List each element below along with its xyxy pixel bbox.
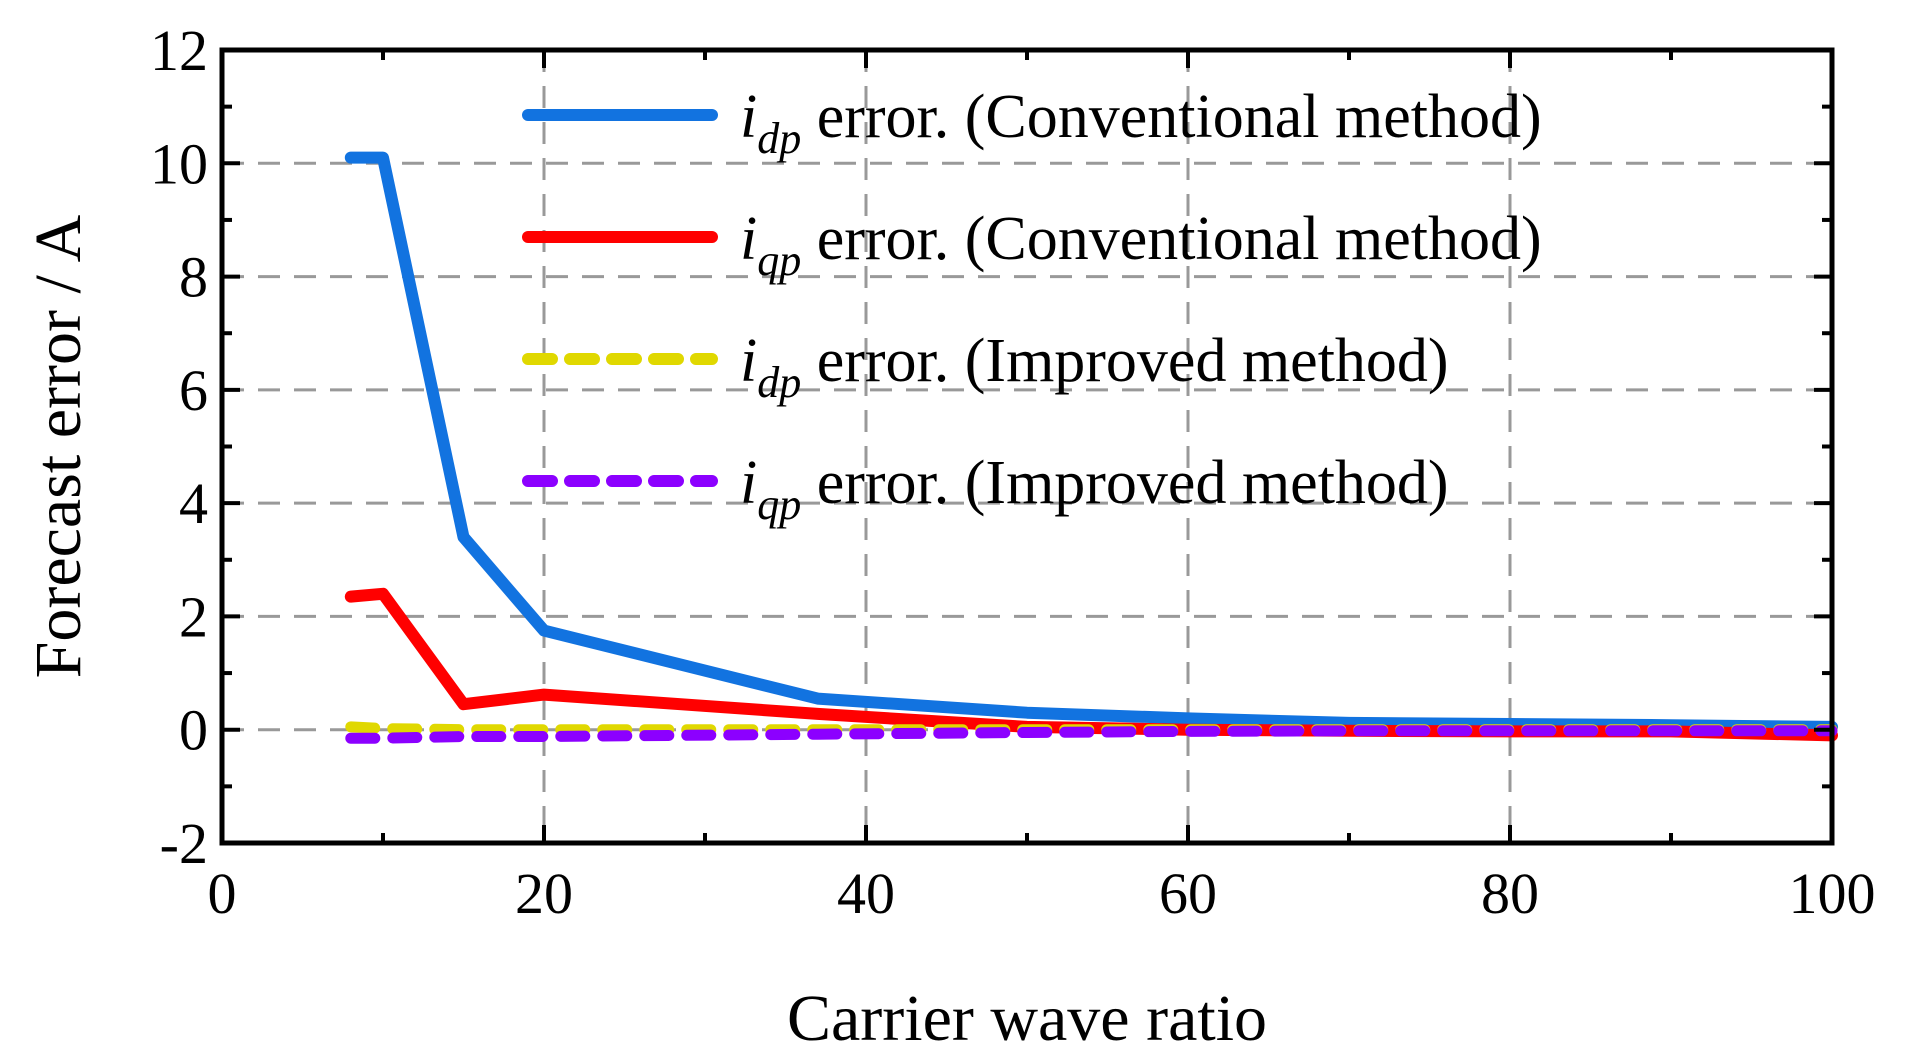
y-tick-label: 0	[179, 698, 208, 763]
legend-label: idp error. (Improved method)	[740, 327, 1449, 407]
series-line	[344, 151, 1838, 733]
x-tick-label: 100	[1789, 861, 1876, 926]
x-tick-label: 60	[1159, 861, 1217, 926]
legend-label: idp error. (Conventional method)	[740, 83, 1542, 163]
y-tick-label: 12	[150, 18, 208, 83]
y-tick-label: 8	[179, 245, 208, 310]
legend-label: iqp error. (Improved method)	[740, 449, 1449, 529]
y-tick-label: 4	[179, 471, 208, 536]
legend-label: iqp error. (Conventional method)	[740, 205, 1542, 285]
x-axis-title: Carrier wave ratio	[787, 982, 1267, 1055]
series-line	[345, 725, 1838, 744]
x-tick-label: 40	[837, 861, 895, 926]
y-tick-label: -2	[160, 811, 208, 876]
legend: idp error. (Conventional method) iqp erro…	[522, 83, 1542, 529]
y-tick-label: 6	[179, 358, 208, 423]
x-tick-label: 0	[208, 861, 237, 926]
series-lines	[344, 151, 1838, 744]
x-tick-label: 80	[1481, 861, 1539, 926]
y-axis-title: Forecast error / A	[22, 214, 95, 678]
y-tick-label: 2	[179, 584, 208, 649]
y-tick-label: 10	[150, 131, 208, 196]
axis-ticks	[220, 48, 1834, 845]
x-tick-label: 20	[515, 861, 573, 926]
